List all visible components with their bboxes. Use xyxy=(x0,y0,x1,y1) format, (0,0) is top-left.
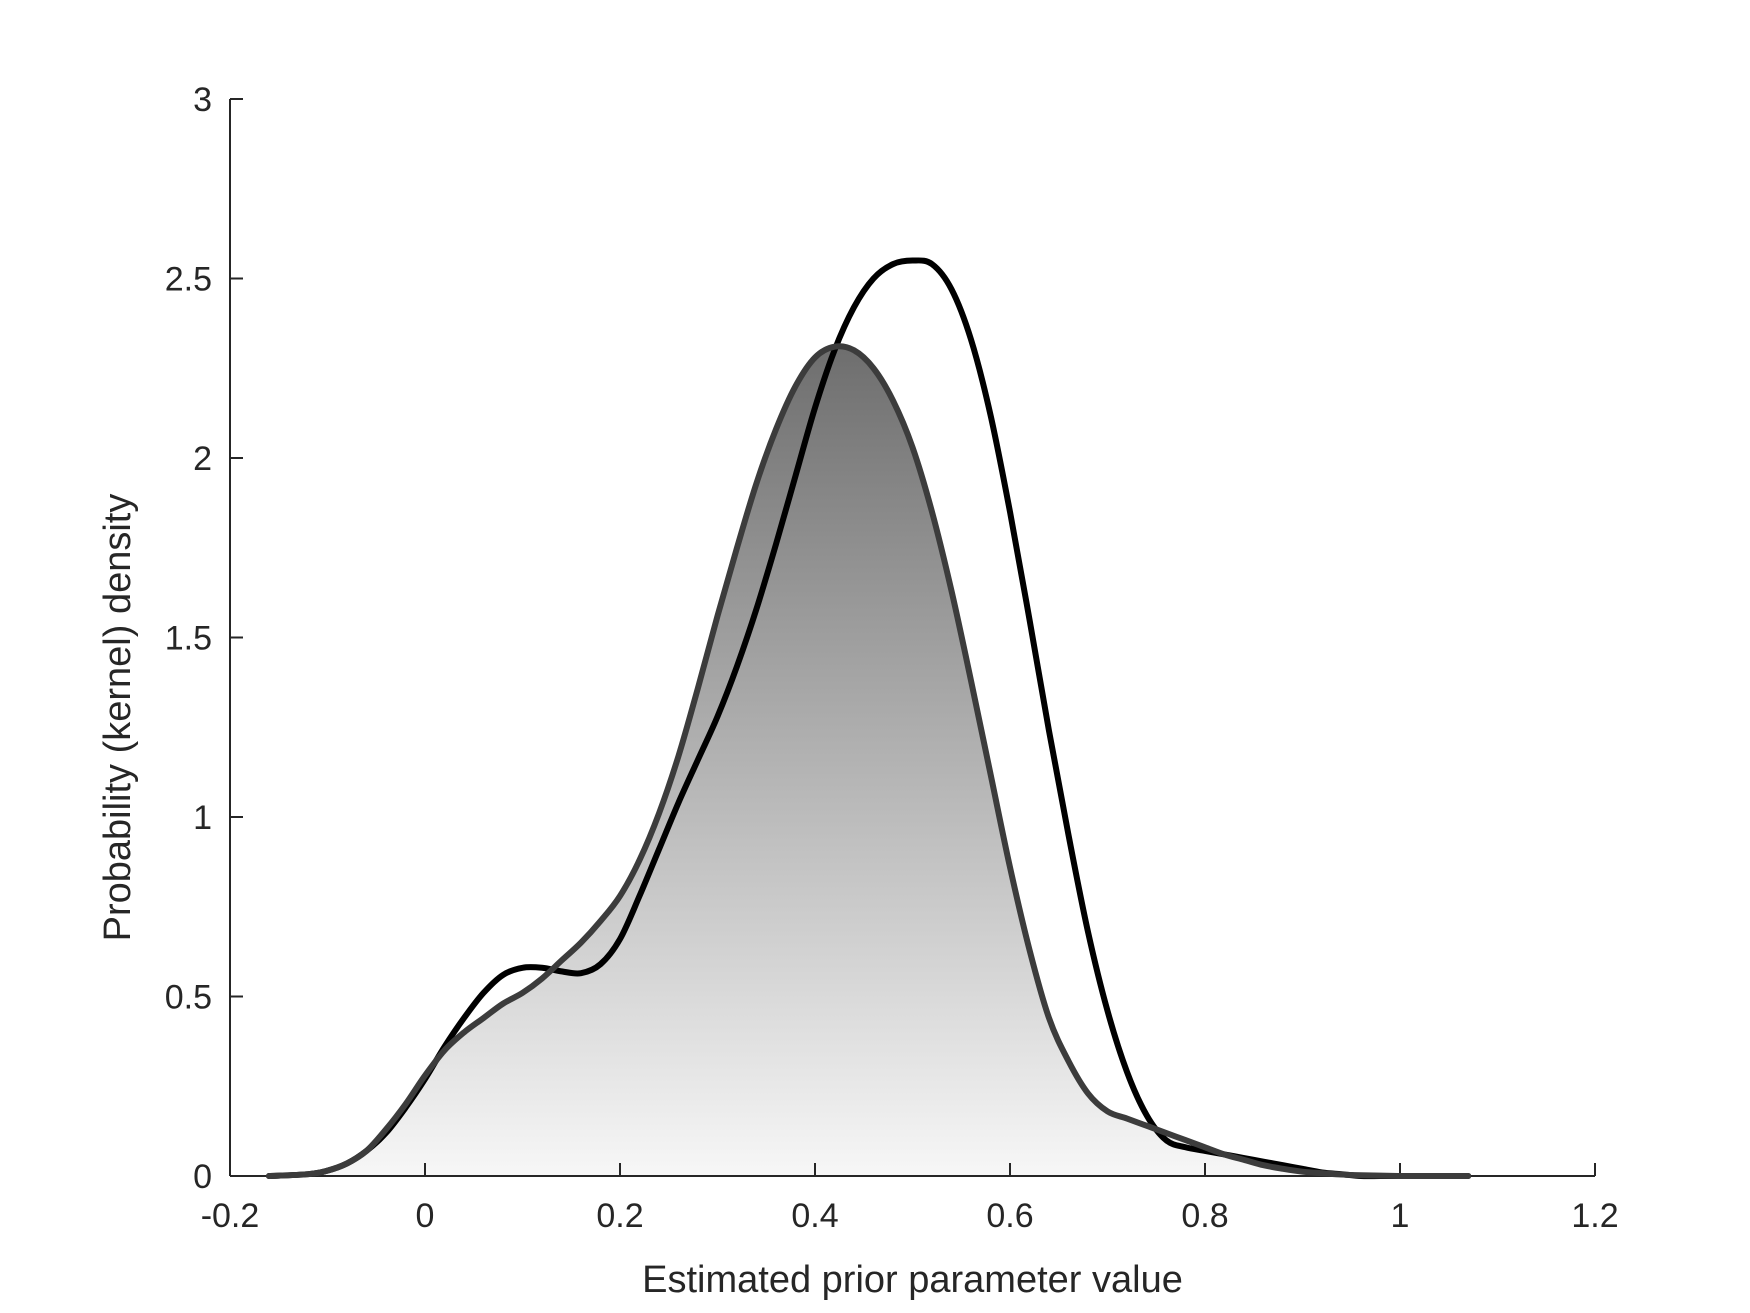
x-tick-label: -0.2 xyxy=(201,1197,260,1235)
y-tick-label: 1 xyxy=(193,799,212,837)
x-tick-label: 0 xyxy=(416,1197,435,1235)
series-lines xyxy=(266,257,1472,1180)
x-tick-label: 1 xyxy=(1391,1197,1410,1235)
x-tick-label: 0.6 xyxy=(986,1197,1033,1235)
x-tick-label: 0.4 xyxy=(791,1197,838,1235)
x-tick-label: 0.8 xyxy=(1181,1197,1228,1235)
x-tick-label: 1.2 xyxy=(1571,1197,1618,1235)
tick-marks xyxy=(229,98,1596,1177)
density-fill-layer xyxy=(269,346,1469,1177)
y-tick-label: 3 xyxy=(193,81,212,119)
y-tick-label: 2.5 xyxy=(165,261,212,299)
x-axis-title: Estimated prior parameter value xyxy=(642,1259,1183,1301)
y-tick-label: 0.5 xyxy=(165,979,212,1017)
x-tick-label: 0.2 xyxy=(596,1197,643,1235)
y-axis-title: Probability (kernel) density xyxy=(97,494,139,942)
density-area-fill xyxy=(269,346,1469,1177)
series-line-2 xyxy=(266,343,1472,1180)
tick-labels: -0.2 0 0.2 0.4 0.6 0.8 1 1.200.511.522.53 xyxy=(165,81,1619,1235)
y-tick-label: 2 xyxy=(193,440,212,478)
y-tick-label: 0 xyxy=(193,1158,212,1196)
y-tick-label: 1.5 xyxy=(165,620,212,658)
